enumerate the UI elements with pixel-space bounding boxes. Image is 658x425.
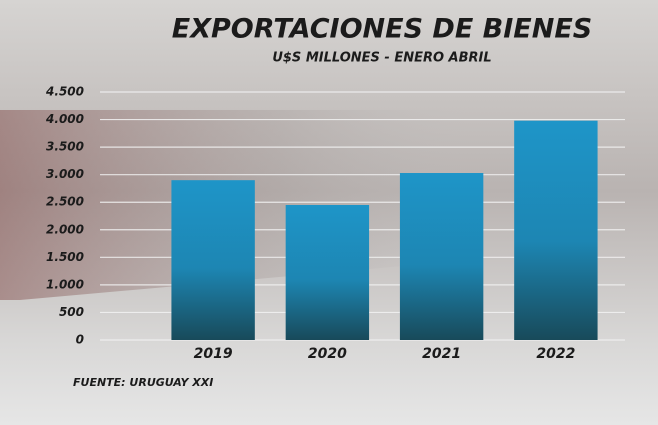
y-tick-label: 4.500 [45,85,84,99]
bar [399,173,484,340]
x-tick-label: 2022 [536,346,575,362]
x-tick-label: 2020 [308,346,347,362]
x-tick-label: 2019 [194,346,233,362]
y-tick-label: 2.500 [46,195,84,209]
y-tick-label: 0 [76,333,84,347]
y-tick-label: 1.500 [46,250,84,264]
source-note: FUENTE: URUGUAY XXI [73,376,213,389]
y-tick-label: 2.000 [46,222,84,236]
chart-title: EXPORTACIONES DE BIENES [172,14,592,45]
x-tick-label: 2021 [422,346,461,362]
y-tick-label: 500 [59,305,84,319]
y-tick-label: 3.500 [46,140,84,154]
bar [171,180,255,340]
chart-subtitle: U$S MILLONES - ENERO ABRIL [272,51,491,66]
y-tick-label: 1.000 [46,277,84,291]
y-tick-label: 3.000 [46,167,84,181]
bar [285,204,370,340]
y-tick-label: 4.000 [45,112,84,126]
bar [514,120,598,340]
